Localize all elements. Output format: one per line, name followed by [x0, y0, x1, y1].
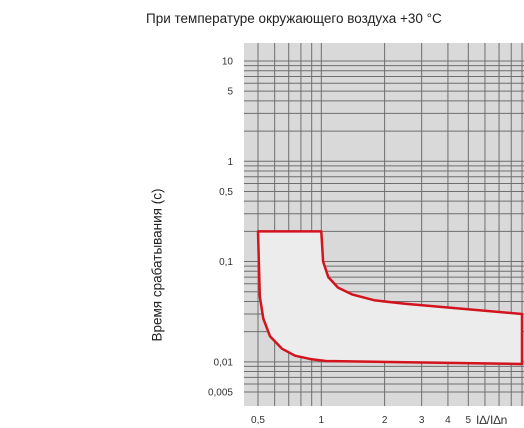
x-tick-label: 1	[319, 415, 325, 426]
x-tick-labels: 0,5 1 2 3 4 5	[251, 415, 471, 426]
x-axis-label: I∆/I∆n	[476, 413, 507, 427]
y-tick-label: 0,5	[219, 187, 233, 198]
x-tick-label: 0,5	[251, 415, 265, 426]
x-tick-label: 2	[382, 415, 388, 426]
x-tick-label: 5	[466, 415, 472, 426]
x-tick-label: 3	[419, 415, 425, 426]
x-tick-label: 4	[445, 415, 451, 426]
y-tick-label: 5	[227, 87, 233, 98]
y-tick-label: 0,1	[219, 257, 233, 268]
chart-title: При температуре окружающего воздуха +30 …	[146, 11, 442, 26]
y-tick-label: 1	[227, 157, 233, 168]
trip-time-band	[256, 230, 524, 366]
y-tick-label: 0,005	[208, 388, 233, 399]
y-tick-label: 10	[222, 57, 234, 68]
y-tick-label: 0,01	[214, 357, 234, 368]
x-axis-label-text: I∆/I∆n	[476, 413, 507, 427]
y-tick-labels: 10 5 1 0,5 0,1 0,01 0,005	[208, 57, 233, 399]
